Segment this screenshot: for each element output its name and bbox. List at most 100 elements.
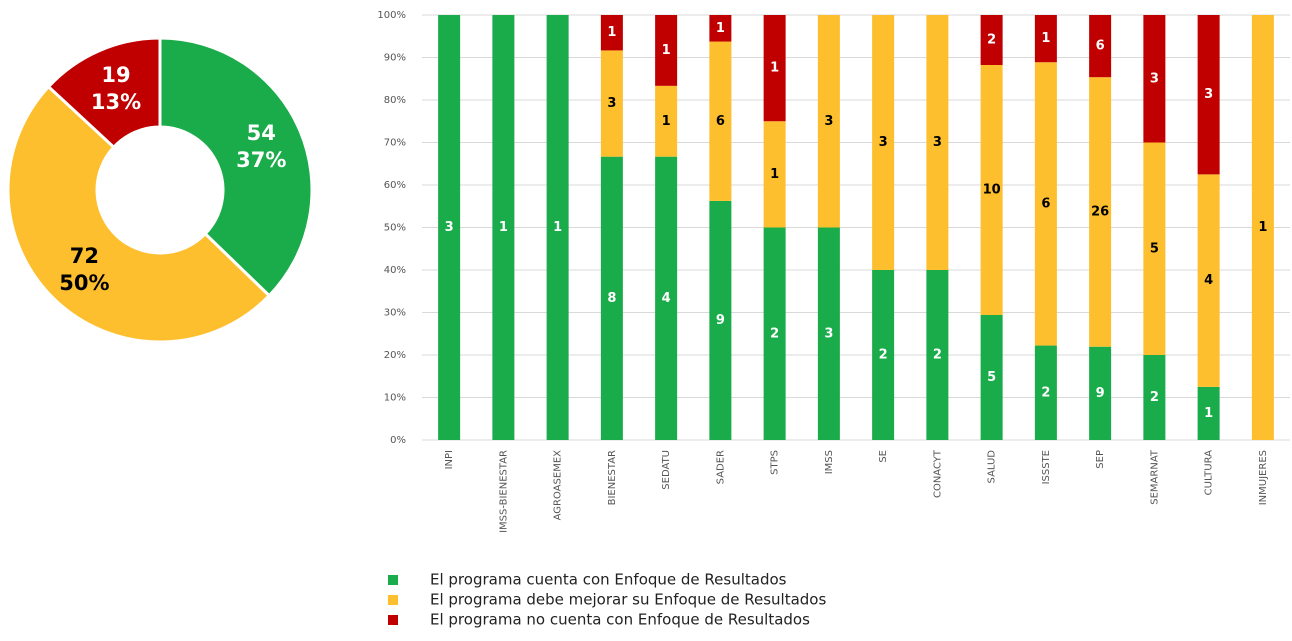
bar-value-label: 2	[879, 348, 888, 363]
bar-value-label: 3	[1150, 71, 1159, 86]
bar-segment	[817, 227, 840, 440]
bar-segment	[980, 65, 1003, 315]
donut-slice	[6, 84, 272, 344]
bar-value-label: 1	[553, 220, 562, 235]
bar-value-label: 1	[1258, 220, 1267, 235]
x-tick-label: SALUD	[987, 450, 998, 484]
donut-percent-label: 13%	[91, 90, 141, 114]
x-tick-label: ISSSTE	[1041, 450, 1052, 484]
legend-swatch	[388, 615, 398, 625]
legend-label: El programa cuenta con Enfoque de Result…	[430, 571, 787, 589]
bar-segment	[1089, 15, 1112, 78]
y-tick-label: 80%	[384, 95, 406, 106]
y-tick-label: 60%	[384, 180, 406, 191]
bar-value-label: 1	[662, 43, 671, 58]
x-tick-label: SEP	[1095, 450, 1106, 469]
donut-value-label: 72	[70, 244, 99, 268]
bar-segment	[709, 41, 732, 201]
bar-segment	[980, 15, 1003, 65]
bar-segment	[1143, 355, 1166, 440]
legend-label: El programa debe mejorar su Enfoque de R…	[430, 591, 826, 609]
bar-value-label: 5	[987, 370, 996, 385]
y-tick-label: 20%	[384, 350, 406, 361]
bar-value-label: 2	[1150, 390, 1159, 405]
y-tick-label: 90%	[384, 53, 406, 64]
x-tick-label: SEMARNAT	[1149, 449, 1160, 505]
bar-segment	[709, 200, 732, 440]
bar-segment	[492, 15, 515, 440]
bar-segment	[926, 270, 949, 440]
bar-value-label: 2	[987, 33, 996, 48]
bar-segment	[763, 227, 786, 440]
y-tick-label: 100%	[377, 10, 406, 21]
bar-segment	[1197, 15, 1220, 175]
bar-segment	[655, 15, 678, 86]
bar-value-label: 2	[1041, 385, 1050, 400]
bar-segment	[1034, 345, 1057, 440]
y-tick-label: 70%	[384, 138, 406, 149]
bar-segment	[655, 156, 678, 440]
donut-value-label: 54	[247, 121, 276, 145]
bar-segment	[1143, 142, 1166, 355]
bar-value-label: 1	[607, 25, 616, 40]
y-tick-label: 0%	[390, 435, 406, 446]
bar-segment	[438, 15, 461, 440]
bar-value-label: 4	[1204, 273, 1213, 288]
bar-segment	[1089, 346, 1112, 440]
bar-segment	[872, 270, 895, 440]
bar-value-label: 9	[1096, 386, 1105, 401]
bar-segment	[1034, 15, 1057, 63]
donut-slice	[46, 36, 162, 150]
bar-value-label: 3	[824, 114, 833, 129]
bar-segment	[1089, 77, 1112, 347]
x-tick-label: IMSS-BIENESTAR	[498, 450, 509, 533]
y-tick-label: 50%	[384, 223, 406, 234]
bar-value-label: 5	[1150, 241, 1159, 256]
bar-value-label: 9	[716, 313, 725, 328]
bar-value-label: 3	[824, 326, 833, 341]
x-tick-label: CULTURA	[1204, 450, 1215, 495]
bar-value-label: 3	[607, 96, 616, 111]
bar-value-label: 10	[983, 183, 1001, 198]
x-tick-label: IMSS	[824, 450, 835, 474]
bar-segment	[817, 15, 840, 228]
bar-segment	[600, 15, 623, 51]
bar-segment	[655, 85, 678, 157]
bar-segment	[1197, 386, 1220, 440]
x-tick-label: SE	[878, 450, 889, 463]
bar-segment	[1197, 174, 1220, 387]
bar-value-label: 1	[770, 61, 779, 76]
bar-value-label: 3	[445, 220, 454, 235]
bar-value-label: 26	[1091, 204, 1109, 219]
bar-segment	[600, 50, 623, 157]
bar-value-label: 8	[607, 291, 616, 306]
bar-value-label: 2	[933, 348, 942, 363]
bar-segment	[980, 315, 1003, 440]
bar-value-label: 6	[716, 114, 725, 129]
bar-value-label: 6	[1096, 39, 1105, 54]
bar-segment	[1034, 62, 1057, 346]
bar-value-label: 1	[499, 220, 508, 235]
x-tick-label: BIENESTAR	[607, 450, 618, 505]
bar-value-label: 3	[1204, 87, 1213, 102]
bar-segment	[1143, 15, 1166, 143]
bar-value-label: 1	[716, 21, 725, 36]
bar-value-label: 4	[662, 291, 671, 306]
legend-swatch	[388, 595, 398, 605]
x-tick-label: CONACYT	[932, 449, 943, 498]
bar-value-label: 1	[1041, 31, 1050, 46]
bar-value-label: 1	[662, 114, 671, 129]
x-tick-label: STPS	[770, 450, 781, 475]
donut-percent-label: 37%	[236, 148, 286, 172]
bar-value-label: 6	[1041, 196, 1050, 211]
bar-segment	[763, 121, 786, 228]
y-tick-label: 10%	[384, 393, 406, 404]
bar-segment	[600, 156, 623, 440]
bar-value-label: 3	[879, 135, 888, 150]
bar-segment	[1251, 15, 1274, 440]
donut-percent-label: 50%	[59, 271, 109, 295]
bar-value-label: 1	[770, 167, 779, 182]
bar-segment	[872, 15, 895, 270]
bar-segment	[763, 15, 786, 122]
x-tick-label: SADER	[715, 450, 726, 484]
